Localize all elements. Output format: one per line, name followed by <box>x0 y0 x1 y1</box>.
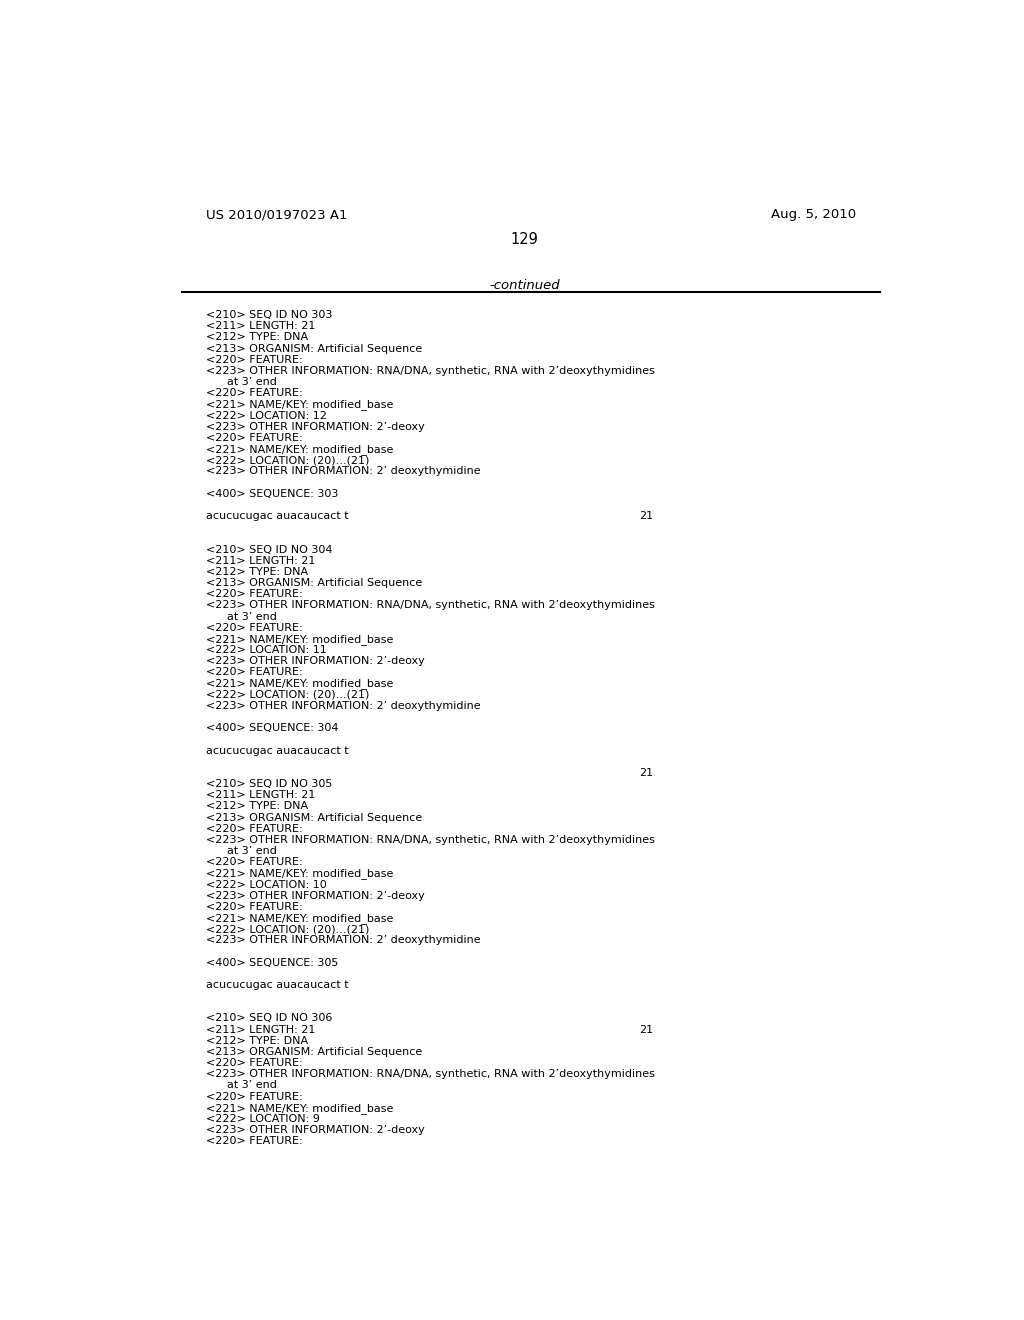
Text: <220> FEATURE:: <220> FEATURE: <box>206 824 302 834</box>
Text: <220> FEATURE:: <220> FEATURE: <box>206 589 302 599</box>
Text: <220> FEATURE:: <220> FEATURE: <box>206 857 302 867</box>
Text: acucucugac auacaucact t: acucucugac auacaucact t <box>206 511 348 521</box>
Text: <221> NAME/KEY: modified_base: <221> NAME/KEY: modified_base <box>206 400 393 411</box>
Text: at 3’ end: at 3’ end <box>206 611 276 622</box>
Text: <223> OTHER INFORMATION: 2’ deoxythymidine: <223> OTHER INFORMATION: 2’ deoxythymidi… <box>206 701 480 711</box>
Text: <213> ORGANISM: Artificial Sequence: <213> ORGANISM: Artificial Sequence <box>206 343 422 354</box>
Text: <220> FEATURE:: <220> FEATURE: <box>206 623 302 632</box>
Text: <221> NAME/KEY: modified_base: <221> NAME/KEY: modified_base <box>206 444 393 455</box>
Text: <220> FEATURE:: <220> FEATURE: <box>206 355 302 364</box>
Text: <223> OTHER INFORMATION: 2’-deoxy: <223> OTHER INFORMATION: 2’-deoxy <box>206 1125 424 1135</box>
Text: at 3’ end: at 3’ end <box>206 378 276 387</box>
Text: <222> LOCATION: 9: <222> LOCATION: 9 <box>206 1114 319 1123</box>
Text: <223> OTHER INFORMATION: RNA/DNA, synthetic, RNA with 2’deoxythymidines: <223> OTHER INFORMATION: RNA/DNA, synthe… <box>206 601 654 610</box>
Text: <210> SEQ ID NO 304: <210> SEQ ID NO 304 <box>206 545 332 554</box>
Text: <220> FEATURE:: <220> FEATURE: <box>206 388 302 399</box>
Text: Aug. 5, 2010: Aug. 5, 2010 <box>771 209 856 222</box>
Text: <220> FEATURE:: <220> FEATURE: <box>206 1092 302 1102</box>
Text: <220> FEATURE:: <220> FEATURE: <box>206 1059 302 1068</box>
Text: at 3’ end: at 3’ end <box>206 846 276 855</box>
Text: <222> LOCATION: 12: <222> LOCATION: 12 <box>206 411 327 421</box>
Text: <221> NAME/KEY: modified_base: <221> NAME/KEY: modified_base <box>206 1102 393 1114</box>
Text: <223> OTHER INFORMATION: 2’-deoxy: <223> OTHER INFORMATION: 2’-deoxy <box>206 656 424 667</box>
Text: <222> LOCATION: (20)...(21): <222> LOCATION: (20)...(21) <box>206 455 369 465</box>
Text: <222> LOCATION: 10: <222> LOCATION: 10 <box>206 879 327 890</box>
Text: <212> TYPE: DNA: <212> TYPE: DNA <box>206 1036 307 1045</box>
Text: <400> SEQUENCE: 303: <400> SEQUENCE: 303 <box>206 488 338 499</box>
Text: <221> NAME/KEY: modified_base: <221> NAME/KEY: modified_base <box>206 634 393 644</box>
Text: <220> FEATURE:: <220> FEATURE: <box>206 1137 302 1146</box>
Text: <223> OTHER INFORMATION: 2’ deoxythymidine: <223> OTHER INFORMATION: 2’ deoxythymidi… <box>206 936 480 945</box>
Text: <400> SEQUENCE: 304: <400> SEQUENCE: 304 <box>206 723 338 733</box>
Text: <223> OTHER INFORMATION: 2’ deoxythymidine: <223> OTHER INFORMATION: 2’ deoxythymidi… <box>206 466 480 477</box>
Text: <221> NAME/KEY: modified_base: <221> NAME/KEY: modified_base <box>206 869 393 879</box>
Text: acucucugac auacaucact t: acucucugac auacaucact t <box>206 979 348 990</box>
Text: <213> ORGANISM: Artificial Sequence: <213> ORGANISM: Artificial Sequence <box>206 1047 422 1057</box>
Text: <220> FEATURE:: <220> FEATURE: <box>206 668 302 677</box>
Text: -continued: -continued <box>489 280 560 292</box>
Text: <210> SEQ ID NO 306: <210> SEQ ID NO 306 <box>206 1014 332 1023</box>
Text: <220> FEATURE:: <220> FEATURE: <box>206 433 302 444</box>
Text: <223> OTHER INFORMATION: RNA/DNA, synthetic, RNA with 2’deoxythymidines: <223> OTHER INFORMATION: RNA/DNA, synthe… <box>206 1069 654 1080</box>
Text: <211> LENGTH: 21: <211> LENGTH: 21 <box>206 1024 314 1035</box>
Text: <400> SEQUENCE: 305: <400> SEQUENCE: 305 <box>206 958 338 968</box>
Text: <220> FEATURE:: <220> FEATURE: <box>206 902 302 912</box>
Text: 21: 21 <box>640 511 653 521</box>
Text: <222> LOCATION: (20)...(21): <222> LOCATION: (20)...(21) <box>206 924 369 935</box>
Text: <223> OTHER INFORMATION: 2’-deoxy: <223> OTHER INFORMATION: 2’-deoxy <box>206 422 424 432</box>
Text: <221> NAME/KEY: modified_base: <221> NAME/KEY: modified_base <box>206 678 393 689</box>
Text: acucucugac auacaucact t: acucucugac auacaucact t <box>206 746 348 755</box>
Text: 21: 21 <box>640 1024 653 1035</box>
Text: <211> LENGTH: 21: <211> LENGTH: 21 <box>206 321 314 331</box>
Text: <221> NAME/KEY: modified_base: <221> NAME/KEY: modified_base <box>206 913 393 924</box>
Text: US 2010/0197023 A1: US 2010/0197023 A1 <box>206 209 347 222</box>
Text: <223> OTHER INFORMATION: RNA/DNA, synthetic, RNA with 2’deoxythymidines: <223> OTHER INFORMATION: RNA/DNA, synthe… <box>206 366 654 376</box>
Text: <212> TYPE: DNA: <212> TYPE: DNA <box>206 333 307 342</box>
Text: <212> TYPE: DNA: <212> TYPE: DNA <box>206 566 307 577</box>
Text: <222> LOCATION: 11: <222> LOCATION: 11 <box>206 645 327 655</box>
Text: <223> OTHER INFORMATION: 2’-deoxy: <223> OTHER INFORMATION: 2’-deoxy <box>206 891 424 900</box>
Text: 21: 21 <box>640 768 653 777</box>
Text: <222> LOCATION: (20)...(21): <222> LOCATION: (20)...(21) <box>206 689 369 700</box>
Text: <210> SEQ ID NO 303: <210> SEQ ID NO 303 <box>206 310 332 319</box>
Text: <213> ORGANISM: Artificial Sequence: <213> ORGANISM: Artificial Sequence <box>206 813 422 822</box>
Text: <211> LENGTH: 21: <211> LENGTH: 21 <box>206 791 314 800</box>
Text: <211> LENGTH: 21: <211> LENGTH: 21 <box>206 556 314 566</box>
Text: <213> ORGANISM: Artificial Sequence: <213> ORGANISM: Artificial Sequence <box>206 578 422 587</box>
Text: <223> OTHER INFORMATION: RNA/DNA, synthetic, RNA with 2’deoxythymidines: <223> OTHER INFORMATION: RNA/DNA, synthe… <box>206 834 654 845</box>
Text: <212> TYPE: DNA: <212> TYPE: DNA <box>206 801 307 812</box>
Text: 129: 129 <box>511 231 539 247</box>
Text: <210> SEQ ID NO 305: <210> SEQ ID NO 305 <box>206 779 332 789</box>
Text: at 3’ end: at 3’ end <box>206 1081 276 1090</box>
